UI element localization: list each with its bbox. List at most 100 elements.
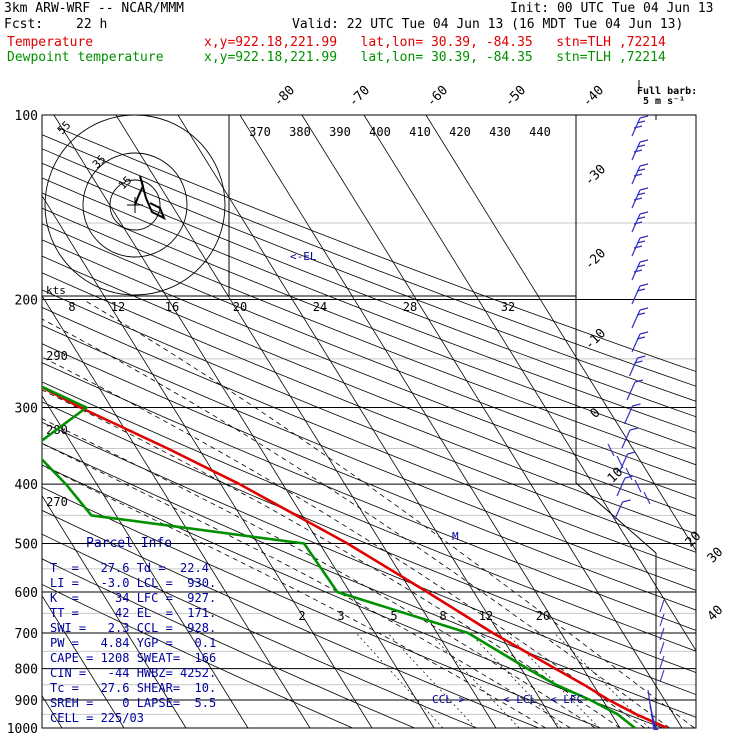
dry-adiabat-line (42, 134, 696, 387)
barb-legend-title: Full barb: (637, 86, 697, 97)
isotherm-line (42, 294, 311, 728)
parcel-info-line: CELL = 225/03 (50, 711, 144, 725)
annotations: <-EL CCL-> <-LCL <-LFC M (290, 250, 583, 706)
wind-barb (659, 599, 665, 613)
mixing-ratio-label: 20 (536, 609, 550, 623)
pressure-label: 300 (15, 401, 38, 416)
mixing-ratio-line (387, 632, 476, 728)
isotherm-label: -50 (502, 83, 529, 110)
wind-barb-flag (636, 120, 646, 124)
wind-barb-flag (639, 283, 649, 287)
wind-barb (631, 285, 641, 305)
side-theta-label: 290 (46, 349, 68, 363)
dewpoint-legend: Dewpoint temperature (7, 50, 164, 65)
wind-barb (616, 477, 626, 497)
mixing-ratio-line (469, 632, 562, 728)
dry-adiabat-line (42, 583, 354, 728)
wind-barb-flag (639, 235, 649, 239)
hodograph-speed-label: 24 (313, 300, 327, 314)
header: 3km ARW-WRF -- NCAR/MMM Init: 00 UTC Tue… (0, 0, 740, 70)
dry-adiabat-line (42, 442, 696, 718)
wind-barb (643, 491, 651, 505)
plot-border (41, 114, 697, 729)
theta-label: 380 (289, 125, 311, 139)
mixing-ratio-label: 2 (298, 609, 305, 623)
isotherm-label: -30 (582, 162, 609, 189)
hodograph-speed-label: 16 (165, 300, 179, 314)
wind-barb-flag (636, 192, 646, 196)
wind-barb-flag (633, 197, 643, 201)
moist-adiabat-line (82, 299, 695, 728)
wind-barb-flag (633, 125, 643, 129)
pressure-label: 700 (15, 627, 38, 642)
isotherm-label: 30 (705, 545, 727, 567)
wind-barb-flag (639, 211, 649, 215)
dry-adiabat-line (42, 381, 696, 652)
hodograph-speed-label: 12 (111, 300, 125, 314)
dry-adiabat-line (42, 343, 696, 611)
wind-barb (607, 443, 615, 457)
parcel-info-line: T = 27.6 Td = 22.4 (50, 561, 209, 575)
theta-label: 440 (529, 125, 551, 139)
moist-adiabat-line (42, 389, 621, 728)
pressure-label: 800 (15, 663, 38, 678)
hodograph-speed-label: 20 (233, 300, 247, 314)
parcel-info-line: SWI = 2.3 CCL = 928. (50, 621, 217, 635)
dry-adiabat-line (42, 148, 696, 402)
isotherm-label: -20 (582, 246, 609, 273)
wind-barb-flag (637, 355, 646, 359)
isotherm-label: -40 (580, 83, 607, 110)
dry-adiabat-line (42, 362, 696, 631)
wind-barb-flag (639, 259, 649, 263)
pressure-label: 100 (15, 109, 38, 124)
pressure-label: 400 (15, 478, 38, 493)
temperature-legend: Temperature (7, 35, 94, 50)
hodograph-speed-label: 28 (403, 300, 417, 314)
wind-barb (631, 309, 641, 329)
isotherm-line (425, 115, 696, 552)
forecast-label: Fcst: (4, 17, 44, 32)
dry-adiabat-line (42, 401, 696, 674)
mixing-ratio-label: 12 (479, 609, 493, 623)
dry-adiabat-line (42, 192, 696, 449)
theta-label: 430 (489, 125, 511, 139)
ccl-label: CCL-> (432, 693, 465, 706)
valid-time: Valid: 22 UTC Tue 04 Jun 13 (16 MDT Tue … (292, 17, 684, 32)
wind-barb-flag (633, 269, 643, 273)
isotherm-label: -80 (271, 83, 298, 110)
pressure-label: 200 (15, 294, 38, 309)
pressure-label: 500 (15, 537, 38, 552)
wind-barb-flag (636, 168, 646, 172)
wind-barb-flag (633, 173, 643, 177)
wind-barbs: Full barb:5 m s⁻¹ (607, 80, 697, 731)
isotherm-line (42, 494, 187, 728)
mixing-ratio-line (429, 632, 520, 728)
mixing-ratio-label: 8 (439, 609, 446, 623)
wind-barb (631, 333, 641, 353)
wind-barb-flag (636, 240, 646, 244)
pressure-label: 900 (15, 694, 38, 709)
wind-barb-flag (629, 427, 639, 431)
isotherm-label: 20 (683, 529, 705, 551)
dry-adiabat-line (42, 509, 540, 728)
dry-adiabat-line (42, 324, 696, 591)
wind-barb-flag (639, 331, 649, 335)
hodograph-ring (82, 152, 188, 258)
wind-barb-flag (639, 307, 649, 311)
wind-barb (621, 429, 631, 449)
dry-adiabat-line (42, 289, 696, 553)
theta-label: 420 (449, 125, 471, 139)
side-theta-label: 270 (46, 495, 68, 509)
wind-barb (659, 655, 665, 669)
wind-barb (625, 467, 633, 481)
wind-barb (618, 453, 629, 473)
dry-adiabat-line (42, 239, 696, 500)
parcel-info-line: PW = 4.84 YGP = 0.1 (50, 636, 217, 650)
wind-barb (659, 627, 665, 641)
wind-barb-flag (636, 216, 646, 220)
dry-adiabat-line (42, 223, 696, 482)
hodograph-speed-label: 32 (501, 300, 515, 314)
theta-label: 390 (329, 125, 351, 139)
dry-adiabat-line (42, 162, 696, 418)
dry-adiabat-line (42, 255, 696, 517)
